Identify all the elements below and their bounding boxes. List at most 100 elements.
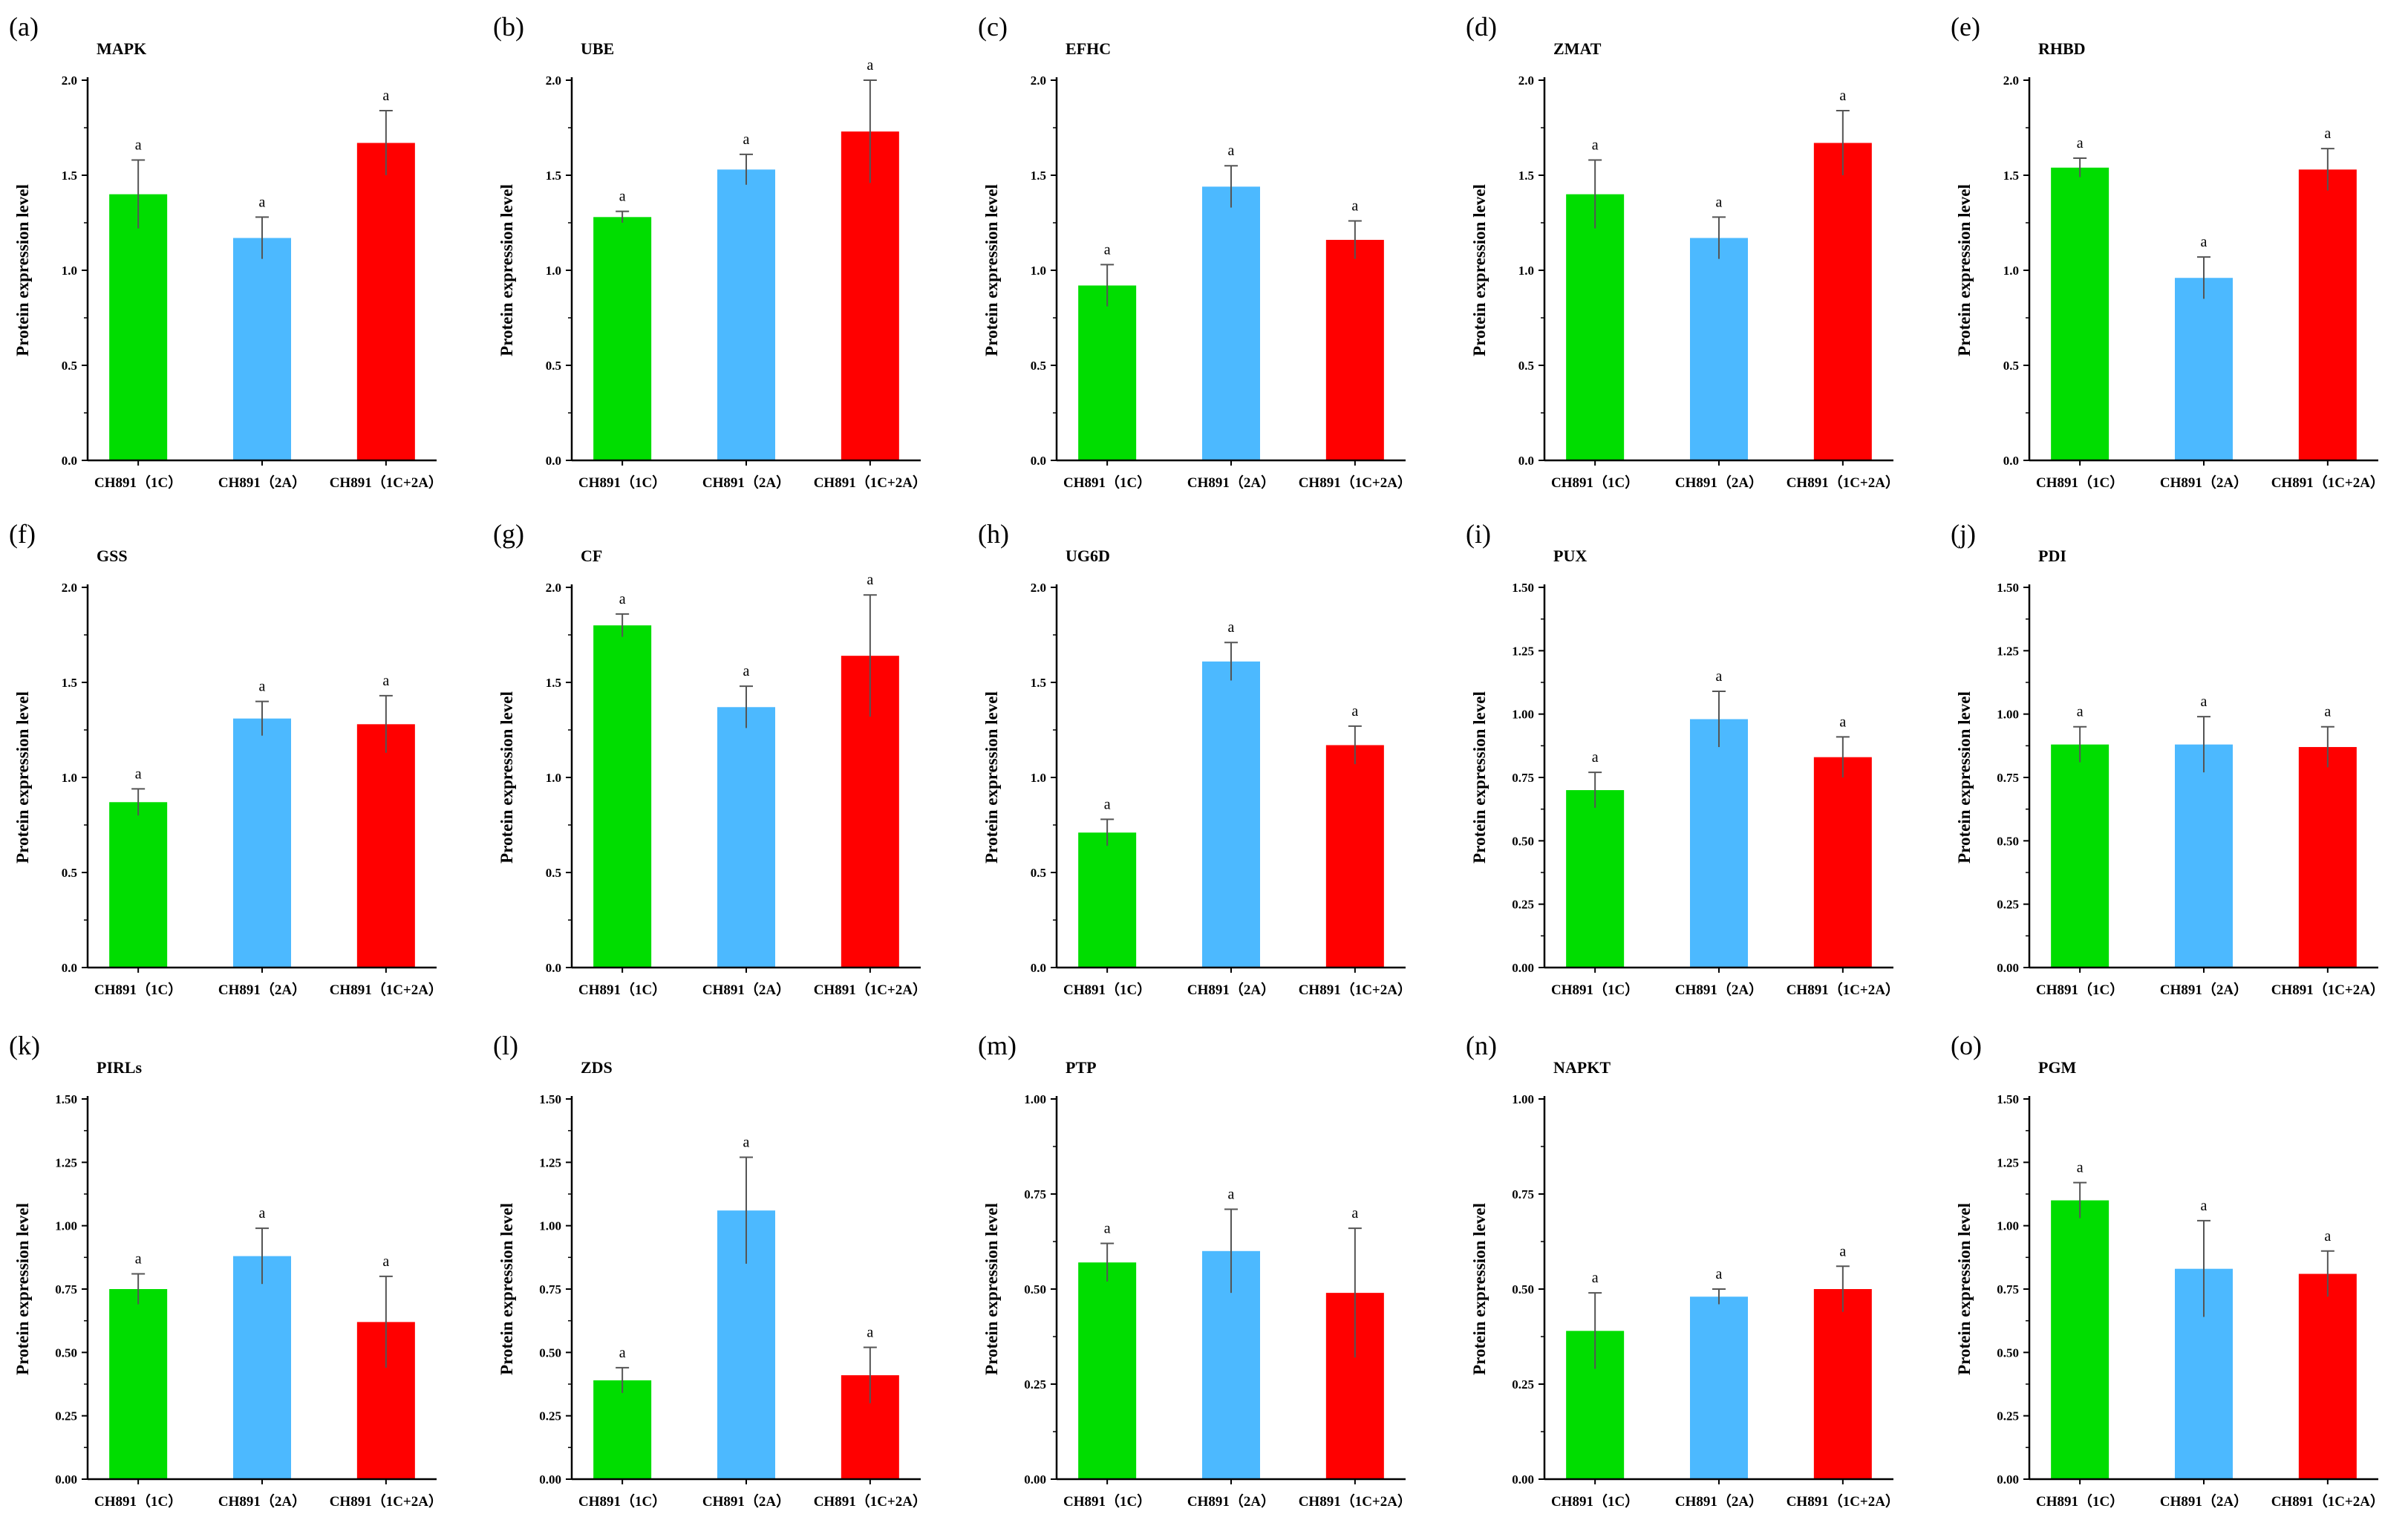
- chart-title: ZDS: [581, 1058, 613, 1077]
- x-tick-label: CH891（2A）: [1187, 1493, 1275, 1510]
- y-tick-label: 0.00: [1024, 1472, 1046, 1487]
- bar: [1813, 143, 1872, 461]
- y-tick-label: 0.5: [546, 359, 561, 373]
- significance-letter: a: [2201, 234, 2208, 250]
- y-axis-label: Protein expression level: [13, 184, 32, 356]
- bar: [233, 1256, 291, 1479]
- x-tick-label: CH891（1C+2A）: [814, 474, 927, 491]
- bar: [233, 718, 291, 968]
- y-tick-label: 0.25: [1512, 1377, 1534, 1392]
- panel-label: (k): [9, 1031, 40, 1060]
- y-tick-label: 1.0: [62, 264, 77, 278]
- x-tick-label: CH891（2A）: [1675, 981, 1763, 998]
- y-tick-label: 0.5: [2003, 359, 2019, 373]
- y-tick-label: 0.00: [1997, 961, 2019, 975]
- chart-title: MAPK: [97, 39, 146, 58]
- y-tick-label: 0.5: [1518, 359, 1534, 373]
- chart-title: CF: [581, 547, 602, 565]
- y-tick-label: 1.0: [546, 264, 561, 278]
- y-tick-label: 0.50: [1512, 1282, 1534, 1296]
- bar: [2051, 744, 2110, 968]
- x-tick-label: CH891（1C+2A）: [1299, 1493, 1412, 1510]
- y-tick-label: 1.25: [539, 1155, 561, 1170]
- chart-panel: (m) PTP Protein expression level a CH891（1C）…: [978, 1031, 1412, 1510]
- bar: [1325, 240, 1384, 460]
- y-tick-label: 0.50: [1997, 1346, 2019, 1360]
- x-tick-label: CH891（2A）: [218, 474, 306, 491]
- y-tick-label: 2.0: [546, 74, 561, 88]
- y-tick-label: 0.75: [1997, 771, 2019, 785]
- y-tick-label: 0.25: [1997, 1409, 2019, 1423]
- y-tick-label: 1.25: [1997, 644, 2019, 658]
- x-tick-label: CH891（1C）: [578, 474, 666, 491]
- y-tick-label: 1.25: [1512, 644, 1534, 658]
- x-tick-label: CH891（1C+2A）: [330, 981, 443, 998]
- y-tick-label: 2.0: [1031, 581, 1046, 595]
- y-tick-label: 1.0: [1031, 771, 1046, 785]
- significance-letter: a: [1351, 703, 1358, 720]
- significance-letter: a: [1228, 619, 1235, 636]
- x-tick-label: CH891（2A）: [702, 474, 790, 491]
- panel-label: (i): [1466, 519, 1491, 549]
- y-tick-label: 1.00: [1024, 1092, 1046, 1106]
- significance-letter: a: [2201, 1198, 2208, 1214]
- y-tick-label: 0.50: [1512, 834, 1534, 848]
- y-tick-label: 1.25: [1997, 1155, 2019, 1170]
- y-tick-label: 0.75: [539, 1282, 561, 1296]
- significance-letter: a: [867, 1325, 873, 1341]
- x-tick-label: CH891（1C）: [1063, 1493, 1151, 1510]
- y-tick-label: 0.00: [1997, 1472, 2019, 1487]
- significance-letter: a: [743, 663, 750, 679]
- y-tick-label: 0.0: [2003, 454, 2019, 468]
- bar: [1202, 661, 1260, 968]
- y-tick-label: 0.25: [1512, 898, 1534, 912]
- bar: [109, 802, 168, 968]
- chart-panel: (f) GSS Protein expression level a CH891（1C）…: [9, 519, 443, 998]
- bar: [1202, 186, 1260, 461]
- chart-panel: (g) CF Protein expression level a CH891（1C） a…: [493, 519, 927, 998]
- significance-letter: a: [1104, 1221, 1111, 1237]
- bar: [1078, 832, 1137, 968]
- significance-letter: a: [259, 679, 266, 695]
- bar: [233, 238, 291, 460]
- y-tick-label: 0.25: [1997, 898, 2019, 912]
- significance-letter: a: [1104, 796, 1111, 812]
- x-tick-label: CH891（1C）: [2036, 981, 2124, 998]
- y-tick-label: 0.5: [1031, 866, 1046, 880]
- x-tick-label: CH891（2A）: [2160, 981, 2248, 998]
- y-tick-label: 0.0: [62, 961, 77, 975]
- x-tick-label: CH891（1C+2A）: [2271, 981, 2384, 998]
- significance-letter: a: [1716, 1266, 1723, 1282]
- y-tick-label: 0.00: [1512, 961, 1534, 975]
- y-tick-label: 1.0: [1031, 264, 1046, 278]
- bar: [1690, 1296, 1748, 1479]
- panel-label: (e): [1951, 12, 1980, 42]
- y-tick-label: 0.00: [1512, 1472, 1534, 1487]
- chart-panel: (h) UG6D Protein expression level a CH891（1C…: [978, 519, 1412, 998]
- y-axis-label: Protein expression level: [982, 1203, 1001, 1375]
- significance-letter: a: [619, 1345, 626, 1361]
- bar: [1690, 719, 1748, 968]
- y-tick-label: 1.5: [1031, 169, 1046, 183]
- chart-panel: (b) UBE Protein expression level a CH891（1C）…: [493, 12, 927, 491]
- y-tick-label: 0.50: [1024, 1282, 1046, 1296]
- panel-label: (g): [493, 519, 524, 549]
- bar: [2175, 278, 2233, 460]
- panel-label: (m): [978, 1031, 1017, 1060]
- chart-panel: (n) NAPKT Protein expression level a CH891（1…: [1466, 1031, 1899, 1510]
- x-tick-label: CH891（1C+2A）: [1787, 1493, 1899, 1510]
- panel-label: (b): [493, 12, 524, 42]
- x-tick-label: CH891（1C）: [2036, 1493, 2124, 1510]
- bar: [1813, 1289, 1872, 1479]
- significance-letter: a: [1351, 1205, 1358, 1221]
- bar: [1813, 757, 1872, 968]
- y-tick-label: 1.5: [1031, 676, 1046, 690]
- y-tick-label: 1.5: [546, 676, 561, 690]
- significance-letter: a: [1716, 668, 1723, 685]
- significance-letter: a: [2324, 125, 2331, 142]
- y-tick-label: 0.0: [1031, 454, 1046, 468]
- bar: [2298, 1273, 2357, 1479]
- y-tick-label: 1.00: [1997, 1219, 2019, 1233]
- y-axis-label: Protein expression level: [1955, 1203, 1974, 1375]
- y-axis-label: Protein expression level: [497, 1203, 516, 1375]
